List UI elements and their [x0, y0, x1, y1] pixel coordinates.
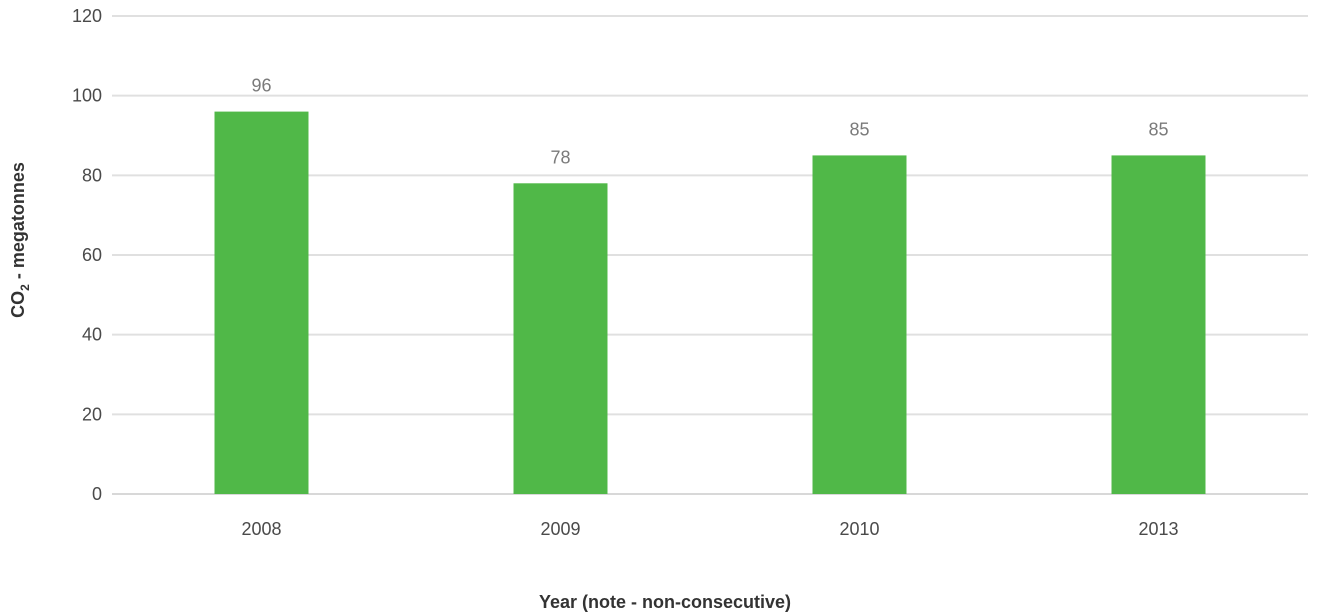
- data-labels: 96 78 85 85: [251, 76, 1168, 168]
- y-axis-ticks: 0 20 40 60 80 100 120: [72, 6, 102, 504]
- x-tick-label-2008: 2008: [241, 519, 281, 539]
- data-label-2010: 85: [849, 119, 869, 139]
- y-tick-label: 100: [72, 86, 102, 106]
- data-label-2013: 85: [1148, 119, 1168, 139]
- y-axis-title-suffix: - megatonnes: [8, 162, 28, 284]
- y-axis-title-prefix: CO: [8, 291, 28, 318]
- bar-2008: [214, 111, 309, 494]
- bar-2009: [513, 183, 608, 495]
- y-axis-title: CO2 - megatonnes: [8, 162, 32, 318]
- bar-2013: [1111, 155, 1206, 494]
- x-tick-label-2009: 2009: [540, 519, 580, 539]
- grid-lines: [112, 15, 1308, 495]
- y-tick-label: 20: [82, 404, 102, 424]
- y-tick-label: 40: [82, 325, 102, 345]
- bar-2010: [812, 155, 907, 494]
- x-tick-label-2010: 2010: [839, 519, 879, 539]
- y-tick-label: 60: [82, 245, 102, 265]
- y-tick-label: 0: [92, 484, 102, 504]
- data-label-2009: 78: [550, 147, 570, 167]
- x-axis-title: Year (note - non-consecutive): [539, 592, 791, 612]
- bars: [214, 111, 1206, 495]
- y-tick-label: 80: [82, 165, 102, 185]
- y-tick-label: 120: [72, 6, 102, 26]
- x-tick-label-2013: 2013: [1138, 519, 1178, 539]
- x-axis-ticks: 2008 2009 2010 2013: [241, 519, 1178, 539]
- y-axis-title-subscript: 2: [18, 284, 32, 291]
- data-label-2008: 96: [251, 76, 271, 96]
